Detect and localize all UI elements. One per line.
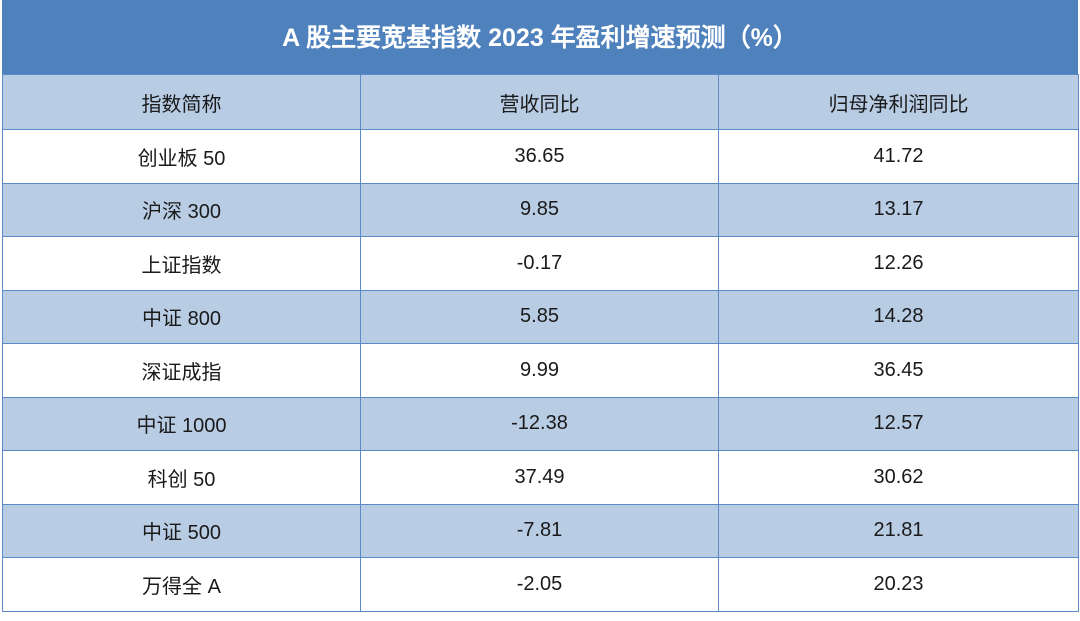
table-row: 深证成指 9.99 36.45 (2, 343, 1079, 398)
table-title: A 股主要宽基指数 2023 年盈利增速预测（%） (2, 0, 1078, 74)
table-cell: 9.85 (360, 182, 719, 237)
header-cell: 营收同比 (360, 74, 719, 130)
table-row: 沪深 300 9.85 13.17 (2, 182, 1079, 237)
table-cell: 中证 500 (2, 503, 361, 558)
header-row: 指数简称 营收同比 归母净利润同比 (2, 74, 1079, 130)
table-cell: 沪深 300 (2, 182, 361, 237)
table-cell: 深证成指 (2, 343, 361, 398)
table-cell: 中证 1000 (2, 396, 361, 451)
table-cell: -12.38 (360, 396, 719, 451)
header-cell: 指数简称 (2, 74, 361, 130)
table-cell: -0.17 (360, 236, 719, 291)
table-cell: 21.81 (718, 503, 1079, 558)
table-row: 科创 50 37.49 30.62 (2, 450, 1079, 505)
table-cell: 20.23 (718, 557, 1079, 612)
header-cell: 归母净利润同比 (718, 74, 1079, 130)
table-row: 中证 800 5.85 14.28 (2, 289, 1079, 344)
table-head: 指数简称 营收同比 归母净利润同比 (2, 74, 1079, 130)
table-cell: 12.26 (718, 236, 1079, 291)
table-row: 上证指数 -0.17 12.26 (2, 236, 1079, 291)
table-cell: 创业板 50 (2, 129, 361, 184)
table-body: 创业板 50 36.65 41.72 沪深 300 9.85 13.17 上证指数 -0.17… (2, 129, 1079, 612)
table-cell: 41.72 (718, 129, 1079, 184)
table-cell: 9.99 (360, 343, 719, 398)
table-cell: 科创 50 (2, 450, 361, 505)
data-table: 指数简称 营收同比 归母净利润同比 创业板 50 36.65 41.72 沪深 300 9.… (2, 74, 1079, 612)
table-row: 万得全 A -2.05 20.23 (2, 557, 1079, 612)
table-cell: 万得全 A (2, 557, 361, 612)
table-cell: 12.57 (718, 396, 1079, 451)
table-cell: 37.49 (360, 450, 719, 505)
table-row: 中证 500 -7.81 21.81 (2, 503, 1079, 558)
table-cell: 36.45 (718, 343, 1079, 398)
table-cell: 中证 800 (2, 289, 361, 344)
table-cell: 5.85 (360, 289, 719, 344)
table-cell: 14.28 (718, 289, 1079, 344)
table-cell: 13.17 (718, 182, 1079, 237)
table-cell: 36.65 (360, 129, 719, 184)
table-cell: -2.05 (360, 557, 719, 612)
table-cell: 30.62 (718, 450, 1079, 505)
table-cell: 上证指数 (2, 236, 361, 291)
table-row: 中证 1000 -12.38 12.57 (2, 396, 1079, 451)
table-row: 创业板 50 36.65 41.72 (2, 129, 1079, 184)
table-cell: -7.81 (360, 503, 719, 558)
